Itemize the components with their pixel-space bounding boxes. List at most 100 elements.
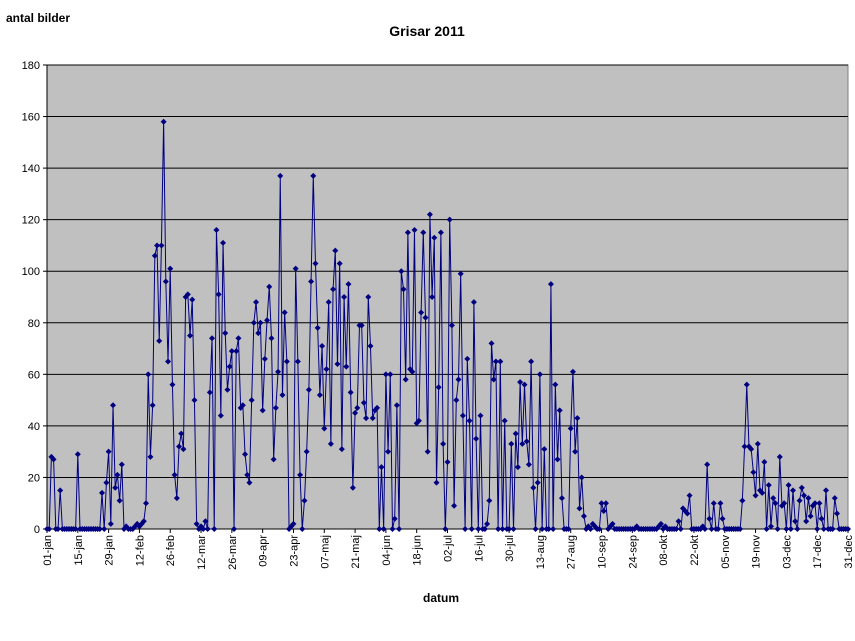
- data-point: [162, 278, 169, 285]
- data-point: [512, 430, 519, 437]
- data-point: [391, 515, 398, 522]
- data-point: [572, 448, 579, 455]
- data-point: [420, 229, 427, 236]
- data-point: [684, 510, 691, 517]
- data-point: [446, 216, 453, 223]
- data-point: [552, 381, 559, 388]
- data-point: [176, 443, 183, 450]
- data-point: [750, 469, 757, 476]
- data-point: [521, 381, 528, 388]
- data-point: [715, 526, 722, 532]
- data-point: [805, 495, 812, 502]
- data-point: [580, 513, 587, 520]
- data-point: [569, 368, 576, 375]
- data-point: [677, 526, 684, 532]
- data-point: [231, 526, 238, 532]
- data-point: [440, 440, 447, 447]
- data-point: [486, 497, 493, 504]
- y-tick-label: 120: [22, 215, 40, 227]
- data-point: [497, 358, 504, 365]
- y-tick-label: 140: [22, 163, 40, 175]
- data-point: [149, 402, 156, 409]
- data-point: [455, 376, 462, 383]
- data-point: [490, 376, 497, 383]
- data-point: [708, 526, 715, 532]
- data-point: [818, 515, 825, 522]
- data-point: [308, 278, 315, 285]
- data-point: [180, 446, 187, 453]
- data-point: [352, 410, 359, 416]
- data-point: [235, 335, 242, 342]
- x-tick-label: 01-jan: [42, 535, 54, 566]
- data-point: [468, 526, 475, 532]
- data-point: [402, 376, 409, 383]
- x-tick-label: 12-mar: [196, 535, 208, 570]
- data-point: [473, 435, 480, 442]
- data-point: [259, 407, 266, 414]
- data-point: [255, 330, 262, 337]
- data-point: [477, 412, 484, 419]
- data-point: [541, 446, 548, 453]
- data-point: [343, 363, 350, 370]
- data-point: [226, 363, 233, 370]
- data-point: [341, 294, 348, 300]
- x-tick-label: 13-aug: [535, 535, 547, 569]
- data-point: [206, 389, 213, 396]
- data-point: [173, 495, 180, 502]
- x-tick-label: 27-aug: [566, 535, 578, 569]
- data-point: [739, 497, 746, 504]
- data-point: [411, 226, 418, 233]
- data-point: [154, 242, 161, 249]
- data-point: [429, 294, 436, 300]
- data-point: [279, 391, 286, 398]
- data-point: [470, 299, 477, 306]
- data-point: [277, 172, 284, 179]
- data-point: [209, 335, 216, 342]
- x-tick-label: 26-feb: [165, 535, 177, 566]
- data-point: [211, 526, 218, 532]
- data-point: [270, 456, 277, 463]
- data-point: [299, 526, 306, 532]
- x-tick-label: 17-dec: [812, 535, 824, 569]
- data-point: [451, 502, 458, 509]
- data-point: [444, 458, 451, 465]
- data-point: [539, 526, 546, 532]
- data-point: [167, 265, 174, 272]
- data-point: [528, 358, 535, 365]
- data-point: [761, 458, 768, 465]
- data-point: [794, 526, 801, 532]
- data-point: [765, 482, 772, 489]
- data-point: [319, 342, 326, 349]
- data-point: [363, 415, 370, 422]
- data-point: [99, 489, 106, 496]
- data-point: [367, 342, 374, 349]
- data-point: [822, 487, 829, 494]
- data-point: [442, 526, 449, 532]
- data-point: [330, 286, 337, 293]
- data-point: [501, 417, 508, 424]
- data-point: [297, 471, 304, 478]
- x-tick-label: 21-maj: [350, 535, 362, 569]
- data-point: [250, 319, 257, 326]
- data-point: [272, 404, 279, 411]
- data-point: [673, 526, 680, 532]
- data-point: [763, 526, 770, 532]
- data-point: [147, 453, 154, 460]
- data-point: [508, 440, 515, 447]
- data-point: [598, 500, 605, 507]
- data-point: [233, 348, 240, 355]
- data-point: [409, 368, 416, 375]
- data-point: [602, 500, 609, 507]
- data-point: [281, 309, 288, 316]
- data-point: [519, 440, 526, 447]
- data-point: [719, 515, 726, 522]
- data-point: [184, 291, 191, 298]
- data-point: [816, 500, 823, 507]
- data-point: [169, 381, 176, 388]
- data-point: [301, 497, 308, 504]
- data-point: [748, 446, 755, 453]
- data-point: [785, 482, 792, 489]
- data-point: [178, 430, 185, 437]
- data-point: [314, 324, 321, 331]
